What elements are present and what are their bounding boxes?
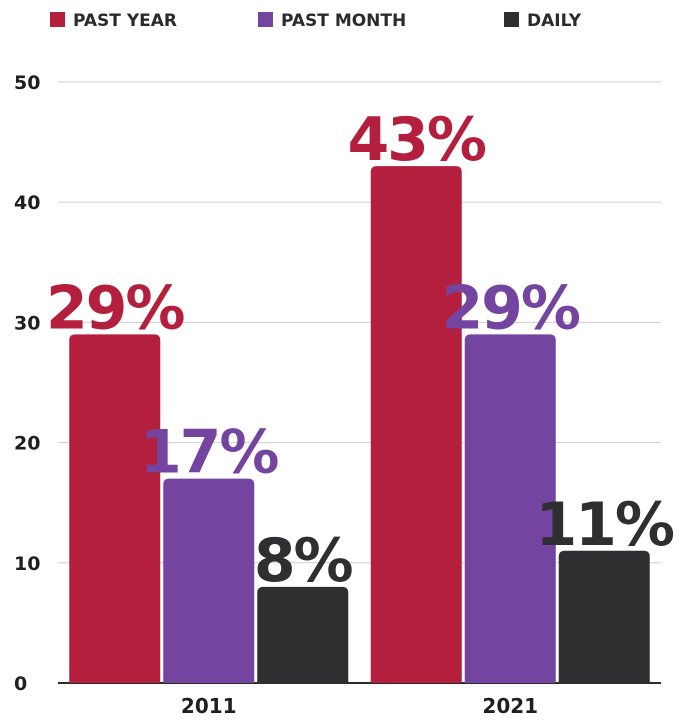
bar-2011-3 (257, 586, 349, 683)
bar-2011-2 (163, 478, 255, 683)
x-axis: 2011 2021 (181, 694, 538, 718)
legend-label: PAST YEAR (73, 11, 177, 31)
y-tick-label: 10 (14, 553, 40, 575)
legend-swatch (258, 12, 273, 27)
data-label-2021-1: 43% (347, 105, 485, 175)
bar-2021-1 (370, 166, 462, 683)
legend-item-3: DAILY (504, 11, 582, 31)
data-label-2011-1: 29% (46, 273, 184, 343)
data-label-2021-3: 11% (535, 490, 673, 560)
data-label-2021-2: 29% (441, 273, 579, 343)
data-label-2011-2: 17% (140, 418, 278, 488)
bar-2021-2 (464, 334, 556, 683)
legend-label: DAILY (527, 11, 582, 31)
y-tick-label: 40 (14, 192, 40, 214)
y-tick-label: 0 (14, 673, 27, 695)
bar-2021-3 (558, 550, 650, 683)
y-tick-label: 30 (14, 312, 40, 334)
x-tick-label: 2021 (482, 694, 538, 718)
legend: PAST YEAR PAST MONTH DAILY (50, 11, 582, 31)
legend-item-2: PAST MONTH (258, 11, 406, 31)
legend-swatch (50, 12, 65, 27)
data-labels: 29% 17% 8% 43% 29% 11% (46, 105, 676, 596)
data-label-2011-3: 8% (254, 526, 353, 596)
y-tick-label: 50 (14, 72, 40, 94)
legend-swatch (504, 12, 519, 27)
legend-label: PAST MONTH (281, 11, 406, 31)
bar-2011-1 (69, 334, 161, 683)
y-tick-label: 20 (14, 433, 40, 455)
legend-item-1: PAST YEAR (50, 11, 177, 31)
bars (69, 166, 650, 683)
x-tick-label: 2011 (181, 694, 237, 718)
y-axis: 0 10 20 30 40 50 (14, 72, 40, 695)
